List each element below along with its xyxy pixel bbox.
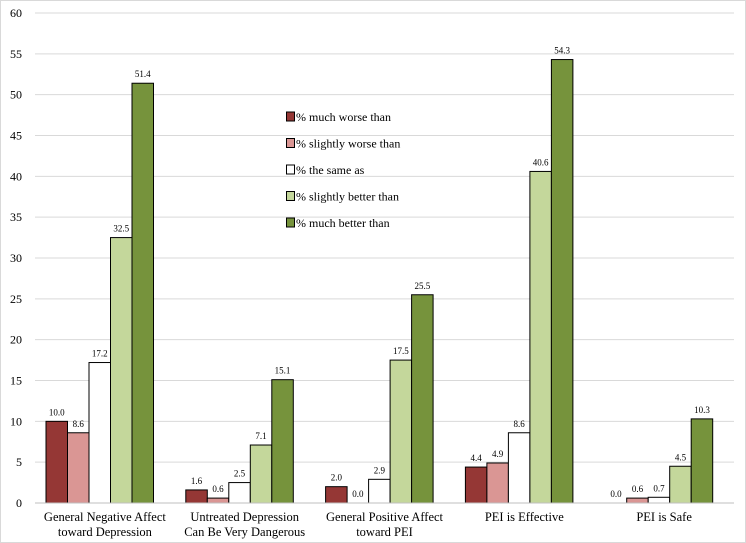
x-category-label: PEI is Safe [636, 510, 692, 524]
bar [185, 489, 208, 504]
x-category-label: General Positive Affect [326, 510, 444, 524]
bar [411, 294, 434, 504]
bar [464, 466, 488, 504]
legend-swatch [286, 138, 295, 148]
bar [647, 496, 671, 504]
y-tick-label: 10 [10, 414, 22, 428]
y-tick-label: 40 [10, 169, 22, 183]
bar [550, 59, 574, 504]
bar [110, 237, 133, 504]
legend-label: % the same as [296, 163, 365, 177]
bar [206, 497, 230, 504]
data-label: 40.6 [533, 157, 549, 167]
bar [690, 418, 714, 504]
legend-swatch [286, 164, 295, 175]
data-label: 17.5 [393, 346, 409, 356]
legend-label: % much worse than [296, 110, 391, 124]
legend-swatch [286, 217, 295, 228]
legend-swatch [286, 111, 295, 122]
data-label: 2.5 [234, 469, 246, 479]
data-label: 4.5 [675, 452, 687, 462]
bar [389, 359, 413, 504]
y-tick-label: 35 [10, 210, 22, 224]
data-label: 25.5 [414, 281, 430, 291]
data-labels: 10.0 8.6 17.2 32.5 51.4 1.6 0.6 2.5 7.1 15.1 2.0 0.… [49, 46, 710, 499]
bar [131, 82, 154, 504]
y-tick-label: 45 [10, 129, 22, 143]
bar [507, 432, 531, 504]
y-tick-label: 5 [16, 455, 22, 469]
legend-swatch [286, 191, 295, 201]
data-label: 2.0 [331, 473, 343, 483]
x-category-label: toward Depression [58, 525, 153, 539]
legend-label: % slightly worse than [296, 137, 400, 151]
y-tick-label: 15 [10, 374, 22, 388]
data-label: 0.6 [212, 484, 224, 494]
data-label: 0.6 [632, 484, 644, 494]
y-tick-label: 55 [10, 47, 22, 61]
data-label: 0.7 [653, 483, 665, 493]
data-label: 10.0 [49, 407, 65, 417]
data-label: 4.9 [492, 449, 504, 459]
bar [67, 432, 90, 504]
data-label: 4.4 [471, 453, 483, 463]
bar [486, 462, 509, 504]
data-label: 0.0 [610, 489, 622, 499]
bar [249, 444, 273, 504]
y-tick-label: 20 [10, 333, 22, 347]
data-label: 10.3 [694, 405, 710, 415]
data-label: 0.0 [352, 489, 364, 499]
data-label: 51.4 [135, 69, 151, 79]
bar [368, 478, 391, 504]
x-category-label: Can Be Very Dangerous [184, 525, 305, 539]
y-axis-tick-labels: 0 5 10 15 20 25 30 35 40 45 50 55 60 [10, 6, 22, 510]
data-label: 7.1 [255, 431, 266, 441]
y-tick-label: 25 [10, 292, 22, 306]
bar [88, 362, 111, 504]
bar [271, 379, 294, 504]
bar [529, 170, 552, 504]
data-label: 1.6 [191, 476, 203, 486]
data-label: 54.3 [554, 46, 570, 56]
bar [45, 420, 68, 504]
y-tick-label: 60 [10, 6, 22, 20]
data-label: 2.9 [374, 465, 386, 475]
data-label: 8.6 [73, 419, 85, 429]
data-label: 17.2 [92, 349, 108, 359]
bar [228, 482, 251, 504]
legend: % much worse than % slightly worse than % … [286, 110, 400, 230]
y-tick-label: 50 [10, 88, 22, 102]
bar [626, 497, 649, 504]
bar [325, 486, 348, 504]
y-tick-label: 0 [16, 496, 22, 510]
x-category-label: PEI is Effective [485, 510, 564, 524]
legend-label: % much better than [296, 216, 390, 230]
bar [669, 465, 692, 504]
data-label: 32.5 [113, 224, 129, 234]
x-category-label: Untreated Depression [190, 510, 299, 524]
data-label: 15.1 [275, 366, 291, 376]
bars [45, 59, 714, 504]
x-category-label: toward PEI [356, 525, 413, 539]
data-label: 8.6 [514, 419, 526, 429]
y-tick-label: 30 [10, 251, 22, 265]
x-category-label: General Negative Affect [44, 510, 166, 524]
legend-label: % slightly better than [296, 190, 399, 204]
